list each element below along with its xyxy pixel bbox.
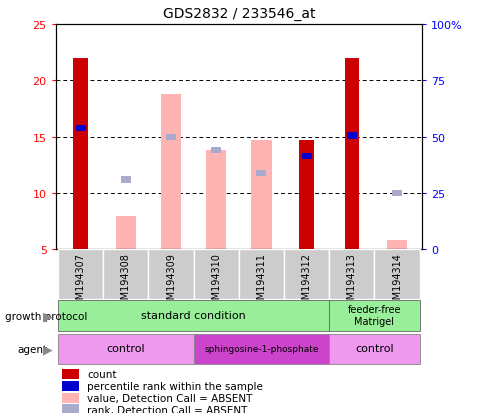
- Text: GSM194310: GSM194310: [211, 252, 221, 311]
- Text: percentile rank within the sample: percentile rank within the sample: [87, 381, 263, 391]
- Bar: [58, 250, 103, 299]
- Bar: [116, 216, 136, 250]
- Bar: [211, 148, 221, 154]
- Text: GSM194311: GSM194311: [256, 252, 266, 311]
- Bar: [256, 170, 266, 176]
- Bar: [62, 404, 79, 413]
- Text: GSM194307: GSM194307: [76, 252, 86, 311]
- Bar: [329, 334, 419, 364]
- Bar: [62, 369, 79, 379]
- Bar: [148, 250, 193, 299]
- Bar: [329, 250, 374, 299]
- Text: sphingosine-1-phosphate: sphingosine-1-phosphate: [204, 344, 318, 353]
- Text: ▶: ▶: [43, 342, 52, 356]
- Bar: [193, 250, 238, 299]
- Bar: [284, 250, 329, 299]
- Text: control: control: [354, 343, 393, 353]
- Bar: [206, 151, 226, 250]
- Bar: [299, 141, 313, 250]
- Text: GSM194308: GSM194308: [121, 252, 131, 311]
- Text: GSM194313: GSM194313: [346, 252, 356, 311]
- Bar: [344, 59, 358, 250]
- Bar: [76, 125, 86, 131]
- Bar: [193, 334, 329, 364]
- Bar: [161, 95, 181, 250]
- Bar: [391, 190, 401, 197]
- Bar: [166, 134, 176, 140]
- Text: growth protocol: growth protocol: [5, 311, 87, 321]
- Text: count: count: [87, 369, 117, 379]
- Bar: [58, 334, 193, 364]
- Text: GSM194312: GSM194312: [301, 252, 311, 311]
- Text: GSM194309: GSM194309: [166, 252, 176, 311]
- Title: GDS2832 / 233546_at: GDS2832 / 233546_at: [162, 7, 315, 21]
- Text: agent: agent: [17, 344, 47, 354]
- Text: control: control: [106, 343, 145, 353]
- Bar: [62, 381, 79, 391]
- Text: standard condition: standard condition: [141, 310, 245, 320]
- Text: rank, Detection Call = ABSENT: rank, Detection Call = ABSENT: [87, 405, 247, 413]
- Bar: [238, 250, 284, 299]
- Bar: [58, 301, 329, 331]
- Bar: [121, 177, 131, 183]
- Bar: [62, 393, 79, 403]
- Text: GSM194314: GSM194314: [391, 252, 401, 311]
- Bar: [386, 241, 407, 250]
- Bar: [374, 250, 419, 299]
- Text: feeder-free
Matrigel: feeder-free Matrigel: [347, 304, 400, 326]
- Bar: [103, 250, 148, 299]
- Text: value, Detection Call = ABSENT: value, Detection Call = ABSENT: [87, 393, 252, 403]
- Bar: [73, 59, 88, 250]
- Bar: [346, 133, 356, 139]
- Bar: [251, 141, 271, 250]
- Bar: [329, 301, 419, 331]
- Bar: [301, 153, 311, 159]
- Text: ▶: ▶: [43, 309, 52, 323]
